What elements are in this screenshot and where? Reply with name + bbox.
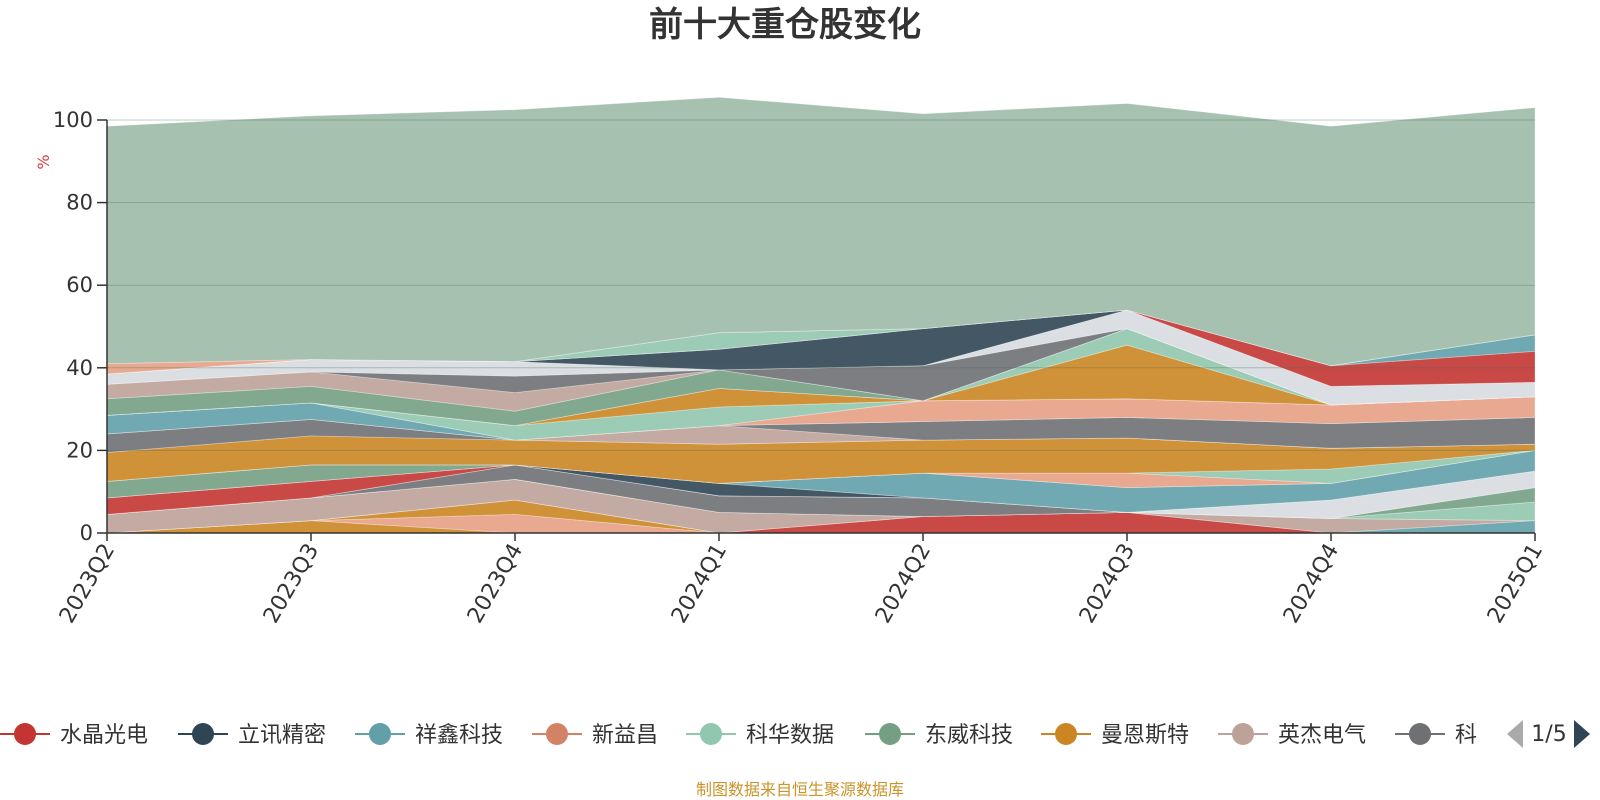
x-tick-label: 2024Q3 — [1075, 540, 1140, 628]
x-tick-label: 2023Q3 — [259, 540, 324, 628]
y-tick-label: 100 — [53, 108, 93, 132]
legend-pager: 1/5 — [1507, 720, 1590, 748]
legend-label: 立讯精密 — [238, 723, 326, 748]
legend-label: 科 — [1455, 723, 1477, 748]
x-tick-label: 2023Q4 — [463, 540, 528, 628]
x-tick-label: 2024Q2 — [871, 540, 936, 628]
legend-label: 新益昌 — [592, 723, 658, 748]
legend-item[interactable]: 曼恩斯特 — [1041, 723, 1189, 748]
pager-prev-icon[interactable] — [1507, 720, 1523, 748]
legend-marker-icon — [546, 723, 568, 745]
chart-title: 前十大重仓股变化 — [649, 5, 921, 45]
y-tick-label: 0 — [80, 521, 93, 545]
y-axis-unit: % — [34, 154, 53, 169]
legend-marker-icon — [1232, 723, 1254, 745]
x-tick-label: 2024Q4 — [1279, 540, 1344, 628]
y-tick-label: 40 — [66, 356, 93, 380]
source-note: 制图数据来自恒生聚源数据库 — [696, 780, 904, 799]
x-tick-label: 2023Q2 — [55, 540, 120, 628]
y-tick-label: 80 — [66, 191, 93, 215]
grid-lines — [107, 119, 1535, 451]
legend-label: 英杰电气 — [1278, 723, 1366, 748]
legend-label: 曼恩斯特 — [1101, 723, 1189, 748]
legend-item[interactable]: 祥鑫科技 — [355, 723, 503, 748]
legend-marker-icon — [700, 723, 722, 745]
y-tick-label: 20 — [66, 438, 93, 462]
legend-item[interactable]: 科华数据 — [686, 723, 834, 748]
x-axis: 2023Q2 2023Q3 2023Q4 2024Q1 2024Q2 2024Q3 2024… — [55, 532, 1548, 628]
legend-label: 东威科技 — [925, 723, 1013, 748]
legend-item[interactable]: 水晶光电 — [0, 723, 148, 748]
area-layer-10 — [106, 464, 1536, 519]
legend-label: 祥鑫科技 — [415, 723, 503, 748]
legend-item[interactable]: 新益昌 — [532, 723, 658, 748]
pager-next-icon[interactable] — [1574, 720, 1590, 748]
legend-marker-icon — [369, 723, 391, 745]
x-tick-label: 2024Q1 — [667, 540, 732, 628]
legend-label: 水晶光电 — [60, 723, 148, 748]
legend-marker-icon — [879, 723, 901, 745]
legend-item[interactable]: 东威科技 — [865, 723, 1013, 748]
legend-marker-icon — [192, 723, 214, 745]
legend: 水晶光电 立讯精密 祥鑫科技 新益昌 科华数据 东威科技 曼恩斯特 英杰电气 科 — [0, 723, 1477, 748]
legend-item[interactable]: 英杰电气 — [1218, 723, 1366, 748]
legend-marker-icon — [1055, 723, 1077, 745]
legend-label: 科华数据 — [746, 723, 834, 748]
legend-marker-icon — [1409, 723, 1431, 745]
legend-item[interactable]: 科 — [1395, 723, 1477, 748]
pager-text: 1/5 — [1531, 722, 1566, 747]
stacked-area-layers — [106, 96, 1536, 534]
y-axis: 0 20 40 60 80 100 — [53, 108, 108, 545]
legend-marker-icon — [14, 723, 36, 745]
y-tick-label: 60 — [66, 273, 93, 297]
legend-item[interactable]: 立讯精密 — [178, 723, 326, 748]
area-layer-35 — [106, 96, 1536, 367]
x-tick-label: 2025Q1 — [1483, 540, 1548, 628]
